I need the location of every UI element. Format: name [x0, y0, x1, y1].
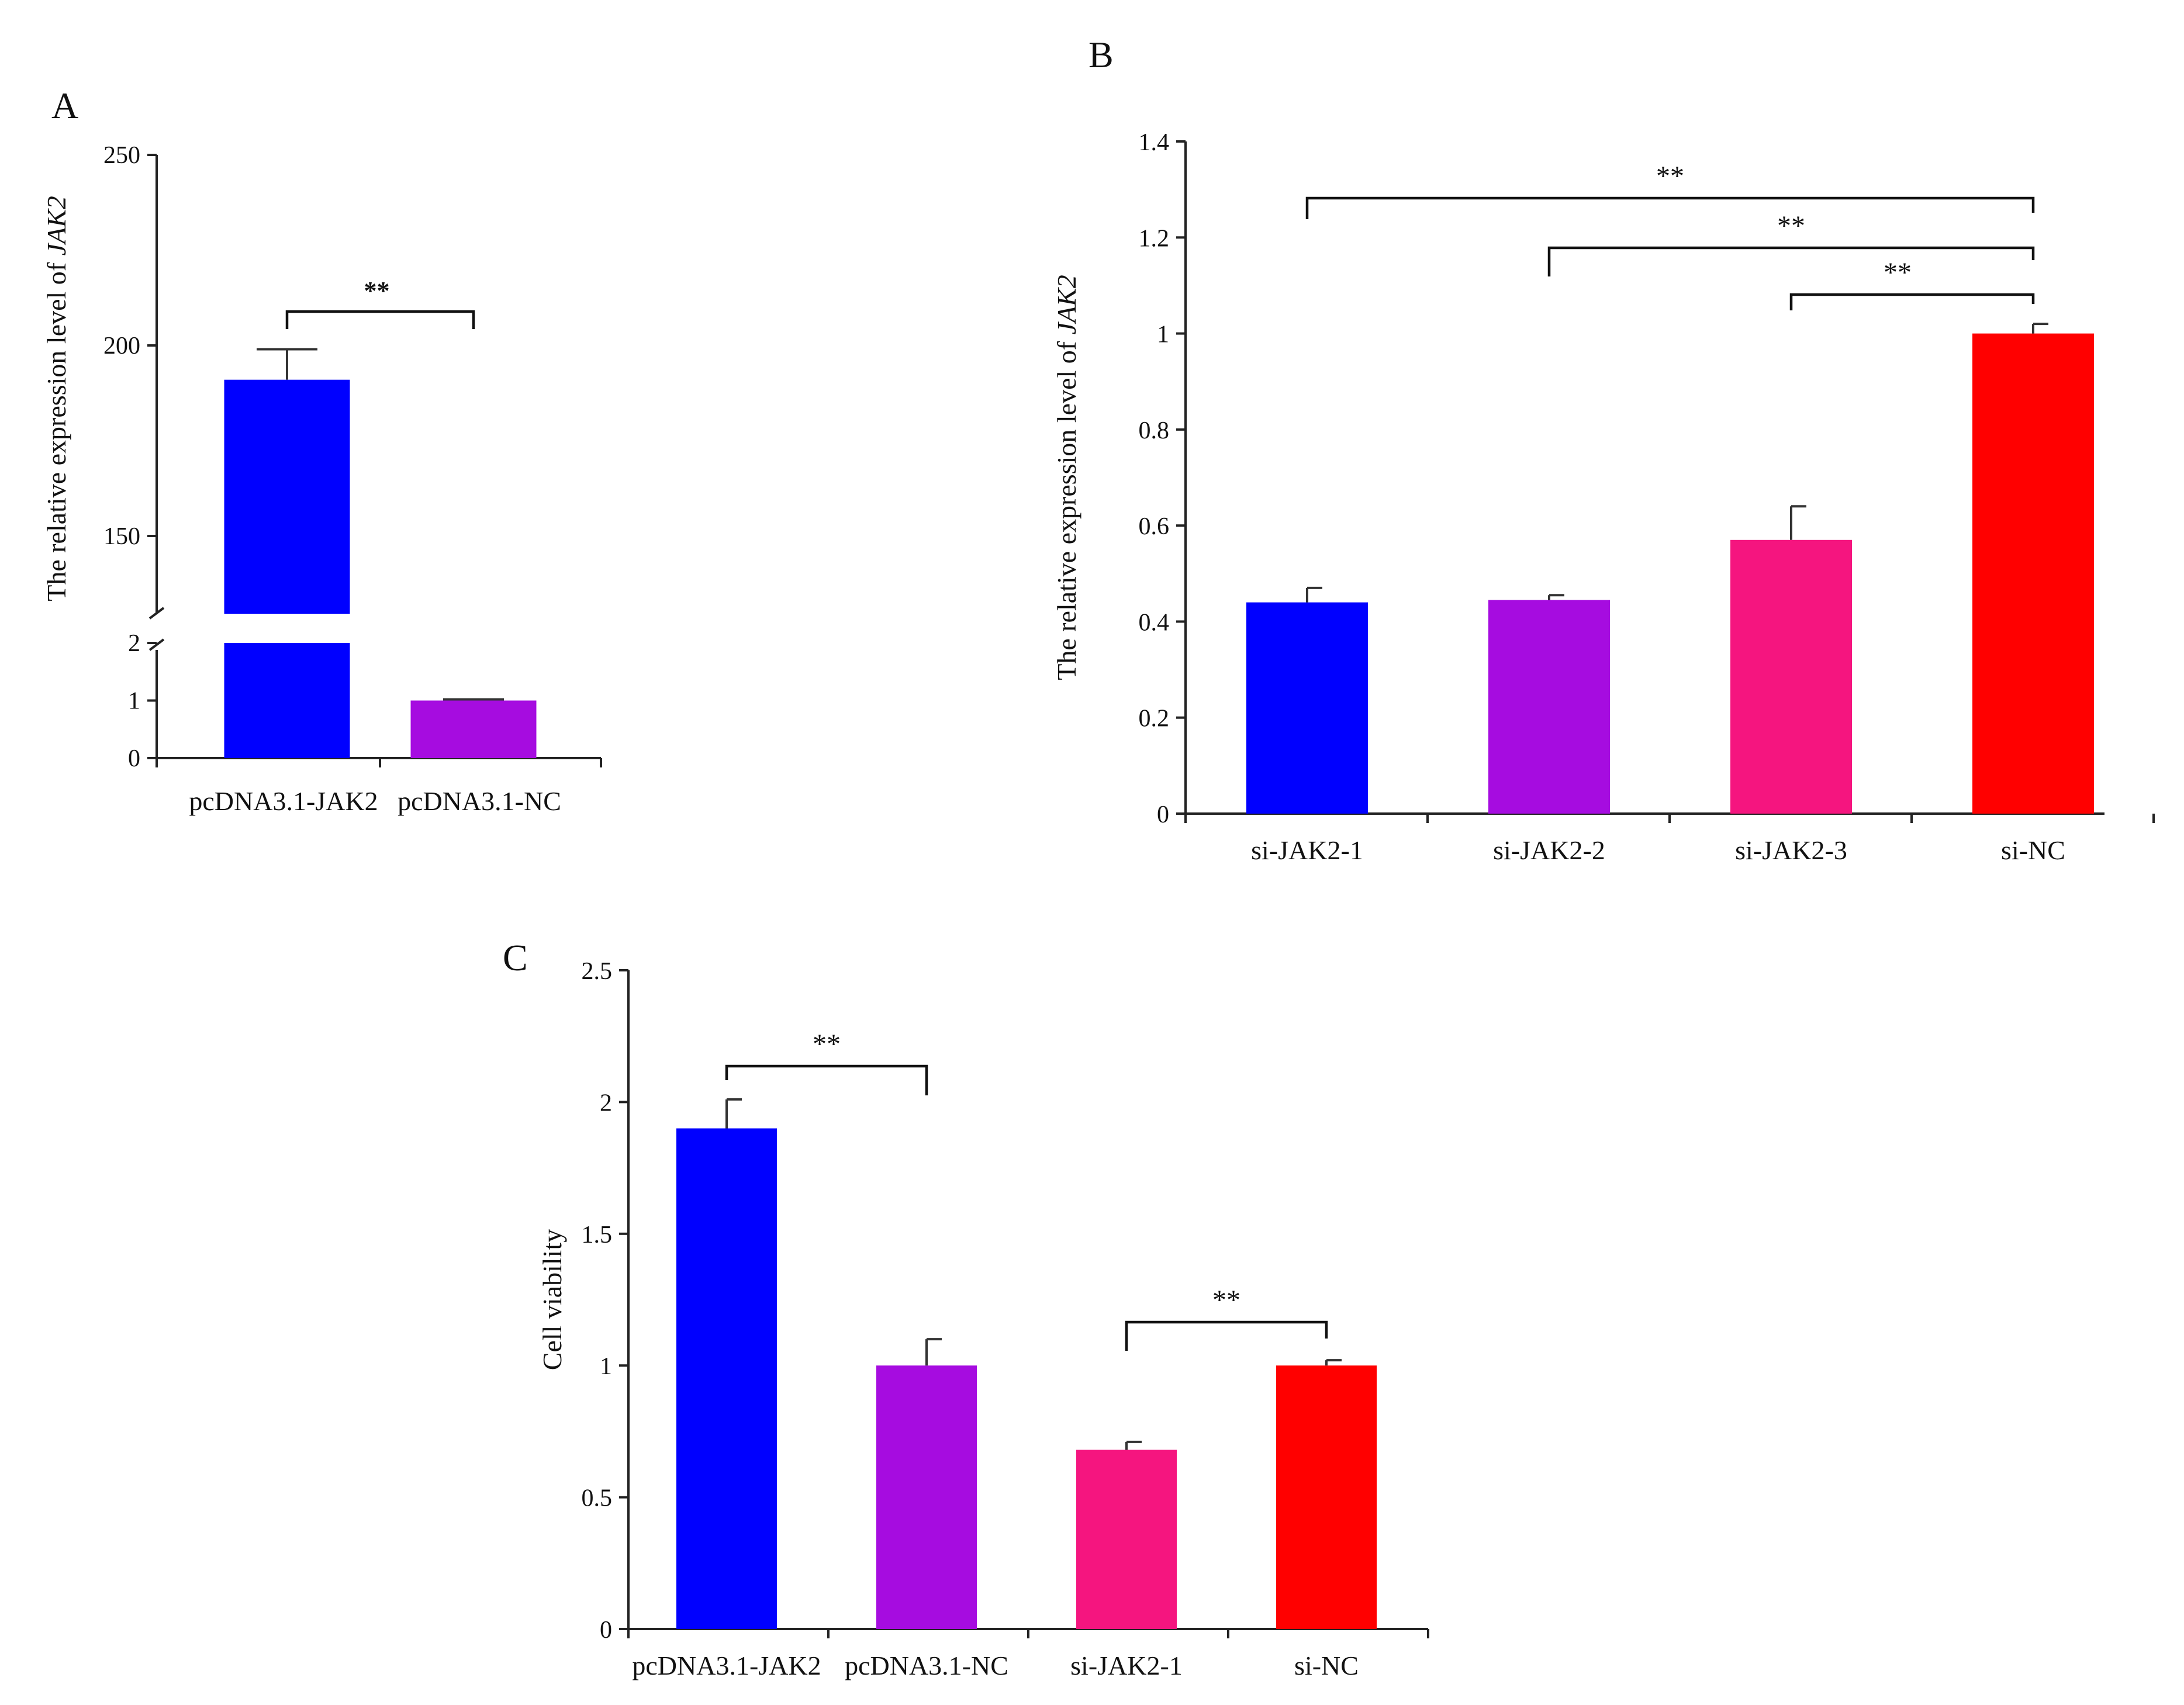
chart-a-bar-2 — [410, 700, 537, 758]
undefined-y-tick-label: 0.8 — [1139, 417, 1170, 444]
undefined-y-tick-label: 1 — [1157, 321, 1169, 348]
[object Object]-y-tick-label: 2.5 — [582, 958, 613, 985]
chart-a-category-label: pcDNA3.1-NC — [398, 786, 561, 816]
chart-a: 0 1 2 150 200 250 pcDNA3.1-JAK2 pcDNA3.1-NC ** Th… — [42, 142, 602, 816]
chart-a-y-tick-label: 200 — [103, 333, 140, 359]
chart-a-y-tick-label: 2 — [128, 630, 140, 657]
undefined-significance-bracket — [1789, 293, 2035, 310]
[object Object]-bar-1 — [676, 1128, 777, 1629]
chart-a-significance-bracket — [285, 310, 475, 329]
[object Object]-error-bar-3 — [1125, 1440, 1142, 1450]
undefined-bar-2 — [1488, 600, 1610, 814]
chart-a-y-axis-label-text: The relative expression level of — [42, 255, 71, 601]
[object Object]-y-tick-label: 0.5 — [582, 1485, 613, 1512]
[object Object]-y-tick-label: 2 — [600, 1090, 612, 1116]
undefined-y-tick-label: 1.4 — [1139, 129, 1170, 156]
chart-a-y-tick-label: 150 — [103, 523, 140, 550]
undefined-bar-4 — [1972, 333, 2094, 814]
undefined-y-tick-label: 0 — [1157, 801, 1169, 828]
undefined-category-label: si-NC — [2001, 835, 2065, 865]
[object Object]-bar-3 — [1076, 1450, 1177, 1629]
undefined-y-tick-label: 0.2 — [1139, 705, 1170, 732]
chart-a-bar-1-upper — [224, 379, 350, 614]
chart-a-y-tick-label: 250 — [103, 142, 140, 169]
chart-a-y-axis-label-gene: JAK2 — [42, 196, 71, 255]
undefined-bar-3 — [1730, 539, 1852, 814]
chart-a-y-tick-label: 1 — [128, 688, 140, 715]
[object Object]-category-label: si-NC — [1294, 1651, 1359, 1680]
undefined-y-axis-label: The relative expression level of JAK2 — [1052, 275, 1081, 680]
undefined-significance-bracket — [1305, 196, 2035, 219]
[object Object]-category-label: si-JAK2-1 — [1070, 1651, 1183, 1680]
undefined-significance-bracket — [1547, 246, 2035, 276]
undefined-error-bar-1 — [1306, 586, 1322, 603]
chart-a-y-axis-label: The relative expression level of JAK2 — [42, 196, 71, 601]
chart-b: 0 0.2 0.4 0.6 0.8 1 1.2 1.4 si-JAK2-1 si-JAK2-2 si… — [1052, 129, 2155, 865]
[object Object]-significance-bracket — [1125, 1320, 1328, 1351]
undefined-bar-1 — [1246, 602, 1368, 814]
[object Object]-error-bar-4 — [1325, 1359, 1342, 1366]
chart-a-axis-break — [148, 607, 165, 651]
chart-c: 0 0.5 1 1.5 2 2.5 pcDNA3.1-JAK2 pcDNA3.1-NC si-J… — [537, 958, 1429, 1680]
undefined-significance-label: ** — [1777, 210, 1805, 241]
[object Object]-y-tick-label: 1.5 — [582, 1222, 613, 1249]
[object Object]-category-label: pcDNA3.1-JAK2 — [632, 1651, 821, 1680]
chart-a-y-tick-label: 0 — [128, 745, 140, 772]
[object Object]-y-axis-label-text: Cell viability — [537, 1229, 567, 1370]
undefined-y-axis-label-gene: JAK2 — [1052, 275, 1081, 334]
undefined-error-bar-3 — [1790, 505, 1806, 540]
undefined-y-tick-label: 0.4 — [1139, 609, 1170, 636]
[object Object]-significance-label: ** — [1212, 1285, 1240, 1316]
[object Object]-y-tick-label: 0 — [600, 1617, 612, 1644]
panel-label-a: A — [51, 85, 78, 126]
[object Object]-significance-bracket — [725, 1064, 928, 1095]
chart-a-category-label: pcDNA3.1-JAK2 — [189, 786, 378, 816]
undefined-significance-label: ** — [1884, 257, 1912, 288]
[object Object]-error-bar-2 — [925, 1338, 942, 1366]
panel-label-c: C — [503, 937, 528, 978]
panel-label-b: B — [1088, 34, 1114, 75]
chart-a-significance-label: ** — [364, 276, 390, 305]
undefined-error-bar-2 — [1548, 594, 1564, 600]
[object Object]-error-bar-1 — [725, 1098, 742, 1129]
[object Object]-significance-label: ** — [813, 1029, 841, 1060]
[object Object]-y-tick-label: 1 — [600, 1353, 612, 1380]
undefined-category-label: si-JAK2-1 — [1251, 835, 1363, 865]
chart-a-bar-1-lower — [224, 643, 350, 758]
undefined-y-tick-label: 0.6 — [1139, 513, 1170, 540]
[object Object]-y-axis-label: Cell viability — [537, 1229, 567, 1370]
[object Object]-bar-2 — [876, 1365, 977, 1629]
chart-a-error-bar-1 — [257, 348, 317, 380]
undefined-significance-label: ** — [1656, 161, 1684, 192]
undefined-category-label: si-JAK2-2 — [1493, 835, 1605, 865]
[object Object]-category-label: pcDNA3.1-NC — [845, 1651, 1008, 1680]
[object Object]-bar-4 — [1276, 1365, 1377, 1629]
undefined-y-tick-label: 1.2 — [1139, 225, 1170, 252]
undefined-error-bar-4 — [2032, 323, 2048, 334]
undefined-y-axis-label-text: The relative expression level of — [1052, 334, 1081, 680]
undefined-category-label: si-JAK2-3 — [1735, 835, 1847, 865]
